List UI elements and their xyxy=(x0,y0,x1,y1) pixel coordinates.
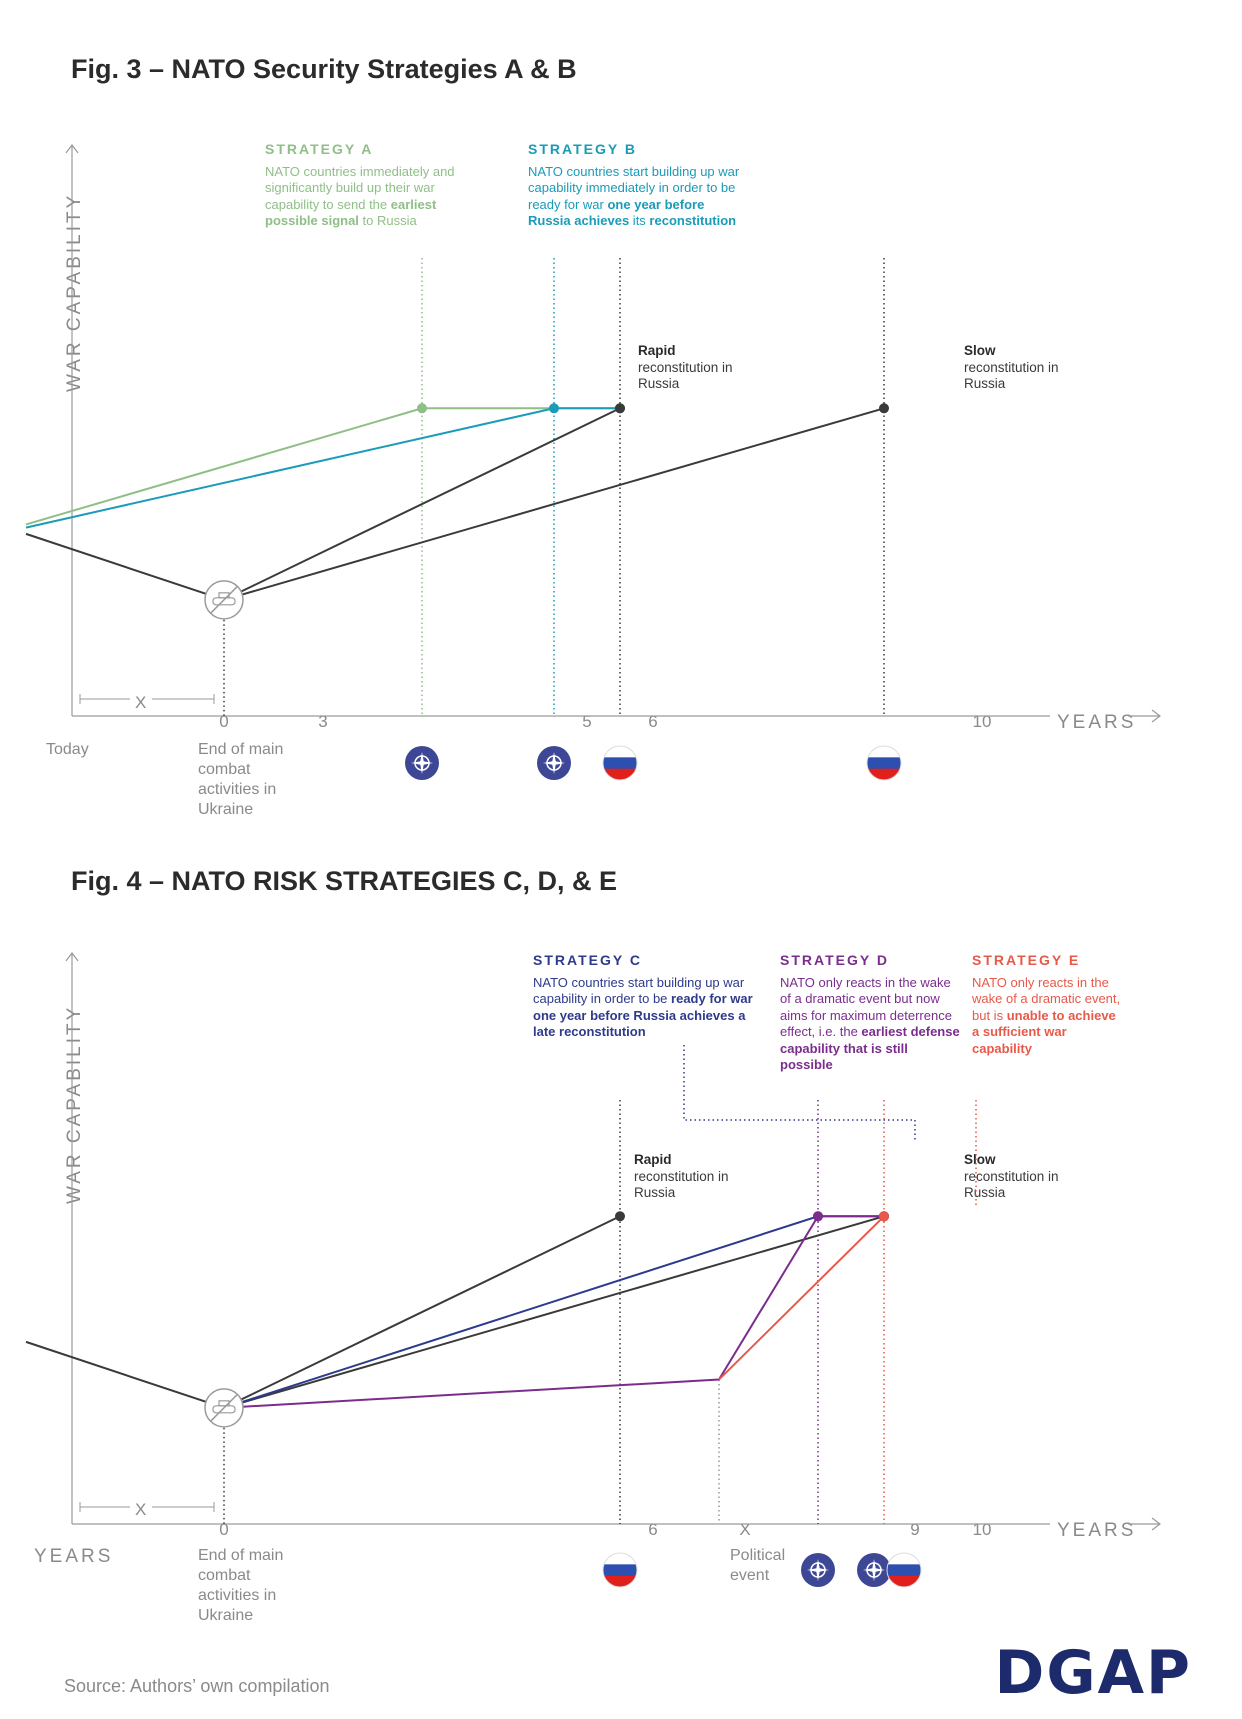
strategy-a-text-end: to Russia xyxy=(358,213,417,228)
fig4-tick-10: 10 xyxy=(972,1520,992,1539)
fig3-strategy-a-annotation: STRATEGY A NATO countries immediate­ly a… xyxy=(265,141,465,230)
slow-rest: reconstitution in Russia xyxy=(964,1168,1059,1201)
chart1-russia-flag-icon-0 xyxy=(603,1553,637,1587)
fig3-today-label: Today xyxy=(46,741,89,758)
fig3-title: Fig. 3 – NATO Security Strategies A & B xyxy=(71,54,577,84)
chart1-y-arrow xyxy=(65,952,79,962)
chart1-russia-flag-icon-3-outline xyxy=(886,1552,922,1588)
slow-rest: reconstitution in Russia xyxy=(964,359,1059,392)
dgap-logo: DGAP xyxy=(994,1638,1192,1708)
fig4-x-axis-label: YEARS xyxy=(1057,1520,1137,1541)
chart0-series-2-point-2 xyxy=(615,403,625,414)
strategy-d-text: NATO only reacts in the wake of a dramat… xyxy=(780,974,952,1040)
chart0-tank-crossed-icon-slash xyxy=(210,586,238,614)
chart0-russia-flag-icon-3 xyxy=(867,746,901,780)
chart0-series-1-line xyxy=(25,407,620,529)
chart1-nato-compass-icon-1-star xyxy=(807,1559,829,1581)
fig4-rapid-label: Rapid reconstitution in Russia xyxy=(634,1152,744,1202)
chart1-nato-compass-icon-2-star xyxy=(863,1559,885,1581)
chart1-russia-flag-icon-3 xyxy=(887,1553,921,1587)
chart0-series-3-line xyxy=(223,407,885,601)
fig3-end-combat-label: End of main combat activities in Ukraine xyxy=(198,741,284,818)
fig3-tick-5: 5 xyxy=(582,712,592,731)
chart0-series-0-point-1 xyxy=(417,403,427,414)
strategy-c-heading: STRATEGY C xyxy=(533,952,642,968)
rapid-rest: reconstitution in Russia xyxy=(638,359,733,392)
fig3-tick-0: 0 xyxy=(219,712,229,731)
strategy-c-text: NATO countries start building up war cap… xyxy=(533,974,745,1007)
fig3-x-axis-label: YEARS xyxy=(1057,712,1137,733)
fig4-tick-x: X xyxy=(739,1520,751,1539)
strategy-a-text-bold: earliest possible signal xyxy=(265,196,437,229)
fig4-tick-6: 6 xyxy=(648,1520,658,1539)
fig3-rapid-label: Rapid reconstitution in Russia xyxy=(638,343,748,393)
rapid-bold: Rapid xyxy=(634,1152,672,1167)
fig3-tick-6: 6 xyxy=(648,712,658,731)
chart1-series-3-line xyxy=(223,1215,884,1409)
strategy-b-text: NATO countries start building up war cap… xyxy=(528,163,740,212)
strategy-b-text-bold2: reconstitution xyxy=(649,213,737,228)
rapid-bold: Rapid xyxy=(638,343,676,358)
strategy-a-heading: STRATEGY A xyxy=(265,141,374,157)
slow-bold: Slow xyxy=(964,1152,996,1167)
chart0-nato-compass-icon-0-star xyxy=(411,752,433,774)
chart0-y-arrow xyxy=(65,144,79,154)
fig3-slow-label: Slow reconstitution in Russia xyxy=(964,343,1074,393)
strategy-d-text-bold: earliest defense capability that is stil… xyxy=(780,1024,960,1072)
fig4-x-axis-label-left: YEARS xyxy=(34,1546,114,1567)
fig4-slow-label: Slow reconstitution in Russia xyxy=(964,1152,1074,1202)
strategy-a-text: NATO countries immediate­ly and signific… xyxy=(265,163,455,212)
fig4-end-combat-label: End of main combat activities in Ukraine xyxy=(198,1547,284,1624)
chart0-series-1-point-1 xyxy=(549,403,559,414)
chart0-series-3-point-1 xyxy=(879,403,889,414)
fig4-strategy-d-annotation: STRATEGY D NATO only reacts in the wake … xyxy=(780,952,960,1074)
chart1-series-3-point-2 xyxy=(813,1211,823,1222)
chart0-nato-compass-icon-1-star xyxy=(543,752,565,774)
chart1-series-1-line xyxy=(223,1215,885,1409)
slow-bold: Slow xyxy=(964,343,996,358)
chart0-russia-flag-icon-2 xyxy=(603,746,637,780)
fig4-tick-0: 0 xyxy=(219,1520,229,1539)
fig4-political-event-label: Political event xyxy=(730,1547,786,1584)
rapid-rest: reconstitution in Russia xyxy=(634,1168,729,1201)
chart1-series-4-line xyxy=(718,1215,885,1381)
fig3-tick-10: 10 xyxy=(972,712,992,731)
chart1-series-4-point-1 xyxy=(879,1211,889,1222)
strategy-c-text-bold: ready for war one year before Russia ach… xyxy=(533,991,753,1039)
fig4-strategy-e-annotation: STRATEGY E NATO only reacts in the wake … xyxy=(972,952,1122,1057)
strategy-e-text: NATO only reacts in the wake of a dramat… xyxy=(972,974,1121,1023)
strategy-e-heading: STRATEGY E xyxy=(972,952,1081,968)
chart0-x-arrow xyxy=(1151,709,1161,723)
fig4-strategy-c-annotation: STRATEGY C NATO countries start building… xyxy=(533,952,753,1041)
strategy-b-text-mid: its xyxy=(629,213,650,228)
chart0-russia-flag-icon-3-outline xyxy=(866,745,902,781)
chart1-tank-crossed-icon-slash xyxy=(210,1394,238,1422)
fig4-x-marker: X xyxy=(135,1500,147,1519)
chart1-x-arrow xyxy=(1151,1517,1161,1531)
fig4-title: Fig. 4 – NATO RISK STRATEGIES C, D, & E xyxy=(71,866,618,896)
chart0-russia-flag-icon-2-outline xyxy=(602,745,638,781)
fig4-tick-9: 9 xyxy=(910,1520,920,1539)
chart1-strategy-c-connector xyxy=(683,1045,916,1140)
strategy-b-heading: STRATEGY B xyxy=(528,141,637,157)
strategy-b-text-bold: one year before Russia achie­ves xyxy=(528,196,705,229)
source-note: Source: Authors’ own compilation xyxy=(64,1676,330,1696)
fig3-x-marker: X xyxy=(135,693,147,712)
chart1-series-0-point-2 xyxy=(615,1211,625,1222)
fig3-tick-3: 3 xyxy=(318,712,328,731)
chart1-russia-flag-icon-0-outline xyxy=(602,1552,638,1588)
strategy-d-heading: STRATEGY D xyxy=(780,952,889,968)
fig3-strategy-b-annotation: STRATEGY B NATO countries start building… xyxy=(528,141,743,230)
strategy-e-text-bold: unable to achieve a sufficient war capab… xyxy=(972,1007,1116,1056)
